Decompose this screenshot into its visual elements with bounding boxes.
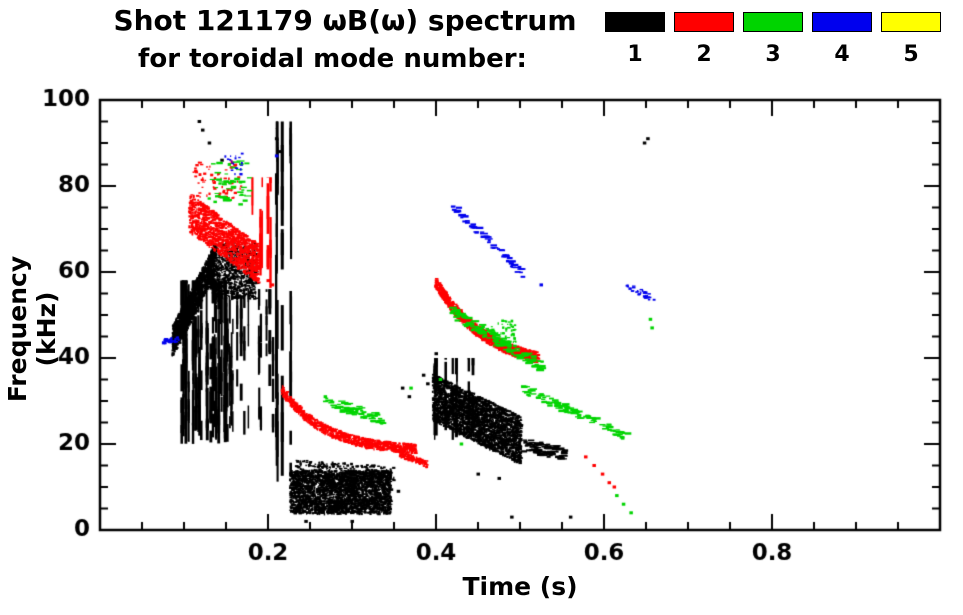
legend-label-mode-5: 5 <box>903 42 919 67</box>
legend-item-mode-4: 4 <box>812 12 872 66</box>
legend-label-mode-2: 2 <box>696 42 712 67</box>
legend-item-mode-1: 1 <box>605 12 665 66</box>
x-axis-label: Time (s) <box>462 572 578 601</box>
legend-swatch-mode-2 <box>674 12 734 32</box>
legend: 1 2 3 4 5 <box>605 12 941 66</box>
y-axis-label: Frequency (kHz) <box>3 255 61 403</box>
legend-label-mode-3: 3 <box>765 42 781 67</box>
legend-item-mode-2: 2 <box>674 12 734 66</box>
chart-title: Shot 121179 ωB(ω) spectrum <box>113 4 577 37</box>
legend-item-mode-3: 3 <box>743 12 803 66</box>
legend-swatch-mode-1 <box>605 12 665 32</box>
chart-subtitle: for toroidal mode number: <box>138 44 527 74</box>
legend-item-mode-5: 5 <box>881 12 941 66</box>
legend-label-mode-4: 4 <box>834 42 850 67</box>
legend-swatch-mode-5 <box>881 12 941 32</box>
legend-swatch-mode-4 <box>812 12 872 32</box>
legend-label-mode-1: 1 <box>627 42 643 67</box>
legend-swatch-mode-3 <box>743 12 803 32</box>
